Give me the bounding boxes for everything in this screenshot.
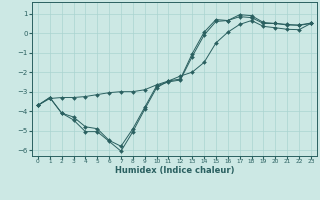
X-axis label: Humidex (Indice chaleur): Humidex (Indice chaleur) [115, 166, 234, 175]
